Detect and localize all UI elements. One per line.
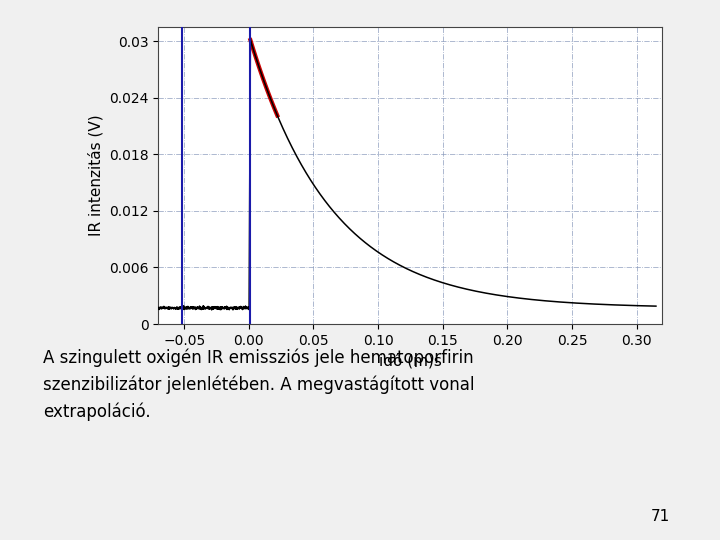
Text: A szingulett oxigén IR emissziós jele hematoporfirin: A szingulett oxigén IR emissziós jele he… xyxy=(43,348,474,367)
Text: extrapoláció.: extrapoláció. xyxy=(43,402,150,421)
Y-axis label: IR intenzitás (V): IR intenzitás (V) xyxy=(88,114,104,237)
Text: szenzibilizátor jelenlétében. A megvastágított vonal: szenzibilizátor jelenlétében. A megvastá… xyxy=(43,375,474,394)
Text: 71: 71 xyxy=(650,509,670,524)
X-axis label: idő (m)s: idő (m)s xyxy=(379,353,442,369)
